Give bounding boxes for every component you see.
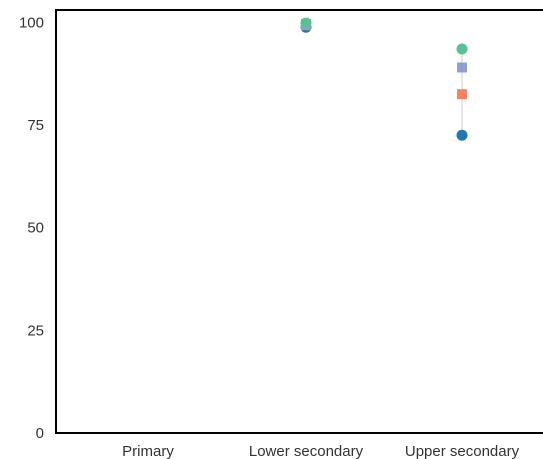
x-tick-label-lower-secondary: Lower secondary: [249, 443, 364, 459]
data-point-series3-upper-secondary: [457, 62, 467, 73]
data-point-series4-upper-secondary: [456, 43, 468, 55]
data-point-series4-lower-secondary: [300, 17, 312, 29]
data-point-series2-upper-secondary: [457, 89, 467, 100]
range-lines: [305, 23, 463, 136]
x-tick-labels: Primary Lower secondary Upper secondary: [122, 443, 519, 459]
y-tick-label-100: 100: [19, 14, 44, 31]
y-tick-label-25: 25: [27, 322, 44, 339]
x-tick-label-upper-secondary: Upper secondary: [405, 443, 520, 459]
data-points: [300, 17, 468, 141]
y-tick-labels: 0 25 50 75 100: [19, 14, 44, 442]
data-point-series1-upper-secondary: [456, 129, 468, 141]
y-tick-label-0: 0: [36, 425, 44, 442]
x-tick-label-primary: Primary: [122, 443, 174, 459]
y-tick-label-75: 75: [27, 117, 44, 134]
y-tick-label-50: 50: [27, 220, 44, 237]
